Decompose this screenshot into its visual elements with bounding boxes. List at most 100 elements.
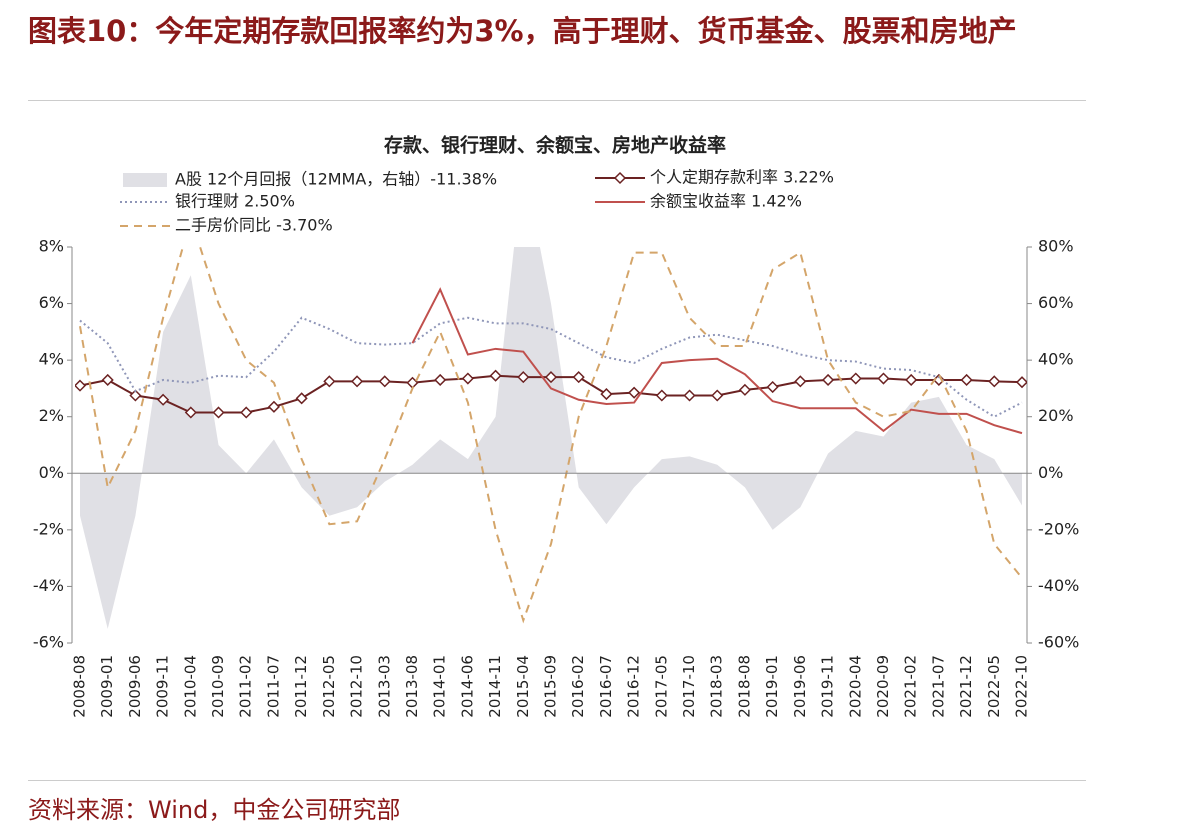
- marker: [267, 400, 281, 413]
- y2-tick-label: 60%: [1038, 293, 1074, 312]
- marker: [905, 373, 918, 387]
- x-tick-label: 2021-12: [957, 655, 975, 718]
- marker: [212, 406, 225, 419]
- y2-tick-label: -60%: [1038, 633, 1079, 652]
- legend-label: A股 12个月回报（12MMA，右轴）-11.38%: [175, 170, 497, 189]
- x-tick-label: 2011-07: [264, 655, 282, 718]
- marker: [711, 389, 724, 402]
- series-line: [79, 247, 1023, 624]
- series-line: [411, 287, 1023, 435]
- marker: [877, 372, 890, 385]
- x-tick-label: 2014-06: [458, 655, 476, 718]
- marker: [101, 373, 114, 387]
- y-tick-label: -2%: [33, 519, 64, 538]
- marker: [184, 406, 197, 419]
- marker: [628, 386, 641, 399]
- x-tick-label: 2019-01: [763, 655, 781, 718]
- y-tick-label: 6%: [39, 293, 64, 312]
- x-tick-label: 2013-08: [403, 655, 421, 718]
- marker: [240, 406, 253, 419]
- page-title: 图表10：今年定期存款回报率约为3%，高于理财、货币基金、股票和房地产: [28, 14, 1017, 48]
- chart: 存款、银行理财、余额宝、房地产收益率 -6% -4% -2% 0% 2% 4% 6% 8% -6…: [33, 134, 1080, 718]
- y2-tick-label: -20%: [1038, 519, 1079, 538]
- marker: [489, 369, 502, 382]
- marker: [600, 388, 613, 401]
- marker: [655, 389, 668, 402]
- marker: [1015, 376, 1027, 389]
- marker: [849, 372, 862, 385]
- x-tick-label: 2017-10: [680, 655, 698, 718]
- x-tick-label: 2009-06: [126, 655, 144, 718]
- chart-title: 存款、银行理财、余额宝、房地产收益率: [384, 134, 726, 157]
- x-tick-label: 2021-07: [929, 655, 947, 718]
- rule: [28, 100, 1086, 101]
- marker: [544, 371, 558, 384]
- x-tick-label: 2016-12: [625, 655, 643, 718]
- legend-marker: [613, 171, 627, 185]
- marker: [572, 371, 585, 384]
- marker: [295, 392, 308, 405]
- y-tick-label: 2%: [39, 406, 64, 425]
- marker: [988, 375, 1001, 388]
- x-tick-label: 2020-09: [874, 655, 892, 718]
- legend-label: 二手房价同比 -3.70%: [175, 216, 333, 235]
- x-tick-label: 2020-04: [846, 655, 864, 718]
- x-tick-label: 2022-10: [1013, 655, 1031, 718]
- y-tick-label: 4%: [39, 350, 64, 369]
- x-tick-label: 2017-05: [652, 655, 670, 718]
- x-tick-label: 2012-05: [320, 655, 338, 718]
- marker: [434, 373, 447, 387]
- legend-label: 余额宝收益率 1.42%: [650, 192, 802, 211]
- x-tick-label: 2015-09: [542, 655, 560, 718]
- x-tick-label: 2010-04: [181, 655, 199, 718]
- x-tick-label: 2010-09: [209, 655, 227, 718]
- marker: [821, 373, 835, 387]
- x-tick-label: 2014-11: [486, 655, 504, 718]
- x-tick-label: 2011-02: [237, 655, 255, 718]
- x-tick-label: 2009-11: [154, 655, 172, 718]
- marker: [960, 373, 973, 387]
- y2-tick-label: 80%: [1038, 237, 1074, 256]
- x-tick-label: 2016-02: [569, 655, 587, 718]
- marker: [461, 372, 474, 385]
- x-tick-label: 2016-07: [597, 655, 615, 718]
- marker: [794, 375, 807, 388]
- y2-tick-label: 0%: [1038, 463, 1063, 482]
- x-tick-label: 2022-05: [985, 655, 1003, 718]
- marker: [157, 393, 170, 406]
- x-tick-label: 2013-03: [375, 655, 393, 718]
- x-tick-label: 2021-02: [902, 655, 920, 718]
- y2-tick-label: -40%: [1038, 576, 1079, 595]
- series-line: [79, 316, 1023, 418]
- marker: [738, 383, 752, 396]
- y-tick-label: 8%: [39, 237, 64, 256]
- x-tick-label: 2015-04: [514, 655, 532, 718]
- marker: [350, 375, 364, 388]
- x-tick-label: 2009-01: [98, 655, 116, 718]
- x-tick-label: 2018-03: [708, 655, 726, 718]
- marker: [378, 375, 391, 388]
- x-tick-label: 2018-08: [735, 655, 753, 718]
- y-tick-label: -4%: [33, 576, 64, 595]
- marker: [683, 389, 696, 402]
- y-tick-label: 0%: [39, 463, 64, 482]
- y-tick-label: -6%: [33, 633, 64, 652]
- area: [80, 247, 1022, 629]
- marker: [129, 389, 142, 402]
- y2-tick-label: 20%: [1038, 406, 1074, 425]
- x-tick-label: 2019-06: [791, 655, 809, 718]
- marker: [517, 371, 530, 384]
- x-tick-label: 2008-08: [71, 655, 89, 718]
- plot: [75, 247, 1027, 629]
- marker: [75, 379, 87, 392]
- marker: [323, 375, 336, 388]
- legend-swatch: [123, 173, 167, 187]
- rule: [28, 780, 1086, 781]
- marker: [766, 380, 779, 394]
- source: 资料来源：Wind，中金公司研究部: [28, 796, 401, 824]
- y2-tick-label: 40%: [1038, 350, 1074, 369]
- legend-label: 银行理财 2.50%: [175, 192, 295, 211]
- x-tick-label: 2011-12: [292, 655, 310, 718]
- legend-label: 个人定期存款利率 3.22%: [650, 168, 834, 187]
